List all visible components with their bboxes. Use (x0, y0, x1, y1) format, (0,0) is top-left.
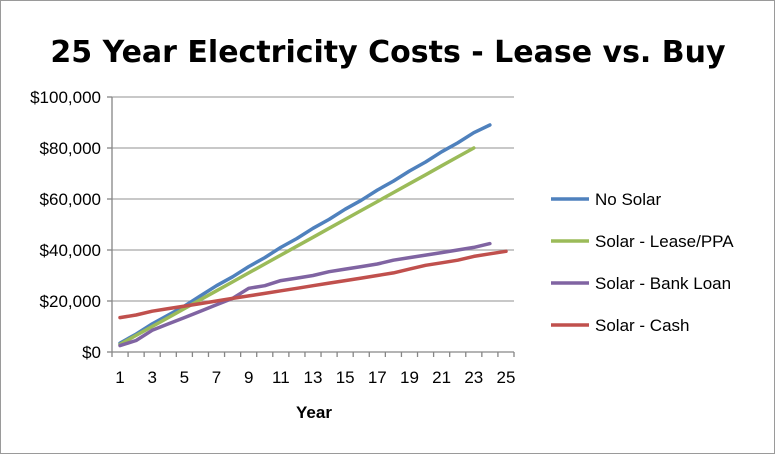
x-tick-label: 9 (244, 368, 253, 387)
x-tick-label: 13 (304, 368, 323, 387)
series-line-solar-bank-loan (118, 241, 492, 348)
legend-label-no-solar: No Solar (595, 190, 661, 209)
x-tick-label: 25 (496, 368, 515, 387)
series-line-no-solar (118, 123, 492, 345)
y-axis-ticks: $0 $20,000 $40,000 $60,000 $80,000 $100,000 (30, 88, 112, 362)
y-tick-label: $20,000 (40, 292, 101, 311)
x-tick-label: 17 (368, 368, 387, 387)
grid (111, 96, 514, 353)
x-tick-label: 3 (147, 368, 156, 387)
legend: No Solar Solar - Lease/PPA Solar - Bank Lo… (551, 190, 734, 335)
x-axis-ticks: 1 3 5 7 9 11 13 15 17 19 21 23 25 (111, 352, 515, 387)
x-tick-label: 11 (272, 368, 290, 387)
series-line-solar-lease-ppa (118, 146, 476, 347)
x-tick-label: 5 (180, 368, 189, 387)
x-tick-label: 21 (432, 368, 451, 387)
y-tick-label: $60,000 (40, 190, 101, 209)
series-lines (118, 123, 508, 348)
y-tick-label: $40,000 (40, 241, 101, 260)
y-tick-label: $80,000 (40, 139, 101, 158)
chart-title: 25 Year Electricity Costs - Lease vs. Bu… (50, 35, 726, 70)
x-tick-label: 1 (115, 368, 124, 387)
y-tick-label: $0 (82, 343, 101, 362)
y-tick-label: $100,000 (30, 88, 101, 107)
legend-label-solar-cash: Solar - Cash (595, 316, 689, 335)
x-axis-title: Year (296, 403, 332, 422)
legend-label-solar-bank-loan: Solar - Bank Loan (595, 274, 731, 293)
x-tick-label: 15 (336, 368, 355, 387)
x-tick-label: 23 (464, 368, 483, 387)
series-line-solar-cash (118, 249, 508, 320)
x-tick-label: 19 (400, 368, 419, 387)
legend-label-solar-lease-ppa: Solar - Lease/PPA (595, 232, 734, 251)
x-tick-label: 7 (212, 368, 221, 387)
